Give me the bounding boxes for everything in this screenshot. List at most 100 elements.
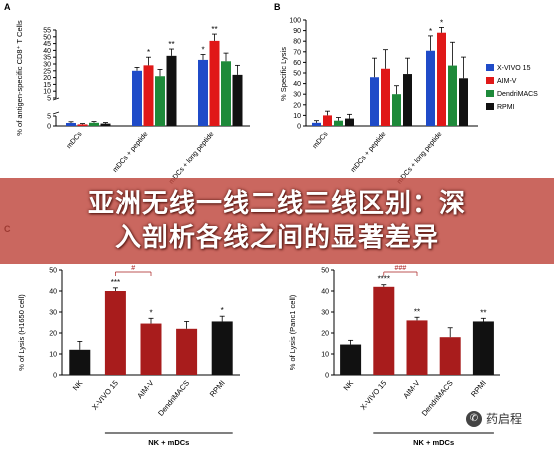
panel-b-y-tick-label: 60 [293, 60, 301, 67]
banner-line-1: 亚洲无线一线二线三线区别：深 [87, 189, 466, 219]
panel-b-bar [345, 118, 354, 126]
panel-d-bar [406, 320, 428, 375]
panel-d-x-tick-label: X-VIVO 15 [358, 379, 388, 412]
panel-b-legend-swatch [486, 64, 494, 71]
panel-b-bar [334, 120, 343, 126]
panel-a-y-label: % of antigen-specific CD8⁺ T Cells [15, 20, 24, 136]
panel-c-bracket-label: # [131, 265, 135, 272]
panel-b-y-tick-label: 80 [293, 39, 301, 46]
wechat-icon: ✆ [466, 410, 482, 427]
panel-c-y-tick-label: 0 [53, 373, 57, 380]
panel-d-bar [373, 286, 395, 375]
panel-b-bar [392, 94, 401, 126]
panel-b-legend-label: DendriMACS [497, 91, 538, 98]
panel-a-axis-break [52, 111, 60, 115]
panel-d-bar [340, 344, 362, 375]
panel-c-y-tick-label: 50 [49, 268, 57, 275]
panel-d-x-tick-label: AIM-V [401, 379, 421, 401]
panel-a-y-tick-label: 0 [47, 124, 51, 131]
panel-b-bar [448, 65, 457, 126]
panel-d-y-tick-label: 30 [321, 310, 329, 317]
panel-b-y-tick-label: 0 [297, 124, 301, 131]
panel-a-y-tick-label: 45 [43, 41, 51, 48]
panel-d-x-tick-label: RPMI [469, 379, 488, 399]
panel-b-legend-swatch [486, 103, 494, 110]
panel-letter-a: A [4, 2, 11, 12]
panel-a-y-tick-label: 15 [43, 82, 51, 89]
panel-b-significance: * [429, 27, 432, 36]
panel-b-y-tick-label: 100 [289, 18, 301, 25]
panel-a-bar [166, 55, 177, 127]
panel-c-bar [69, 349, 91, 375]
panel-c-x-tick-label: X-VIVO 15 [90, 379, 120, 412]
panel-a-y-tick-label: 25 [43, 68, 51, 75]
panel-c-y-tick-label: 40 [49, 289, 57, 296]
panel-b-bar [459, 78, 468, 126]
panel-a-bar [132, 70, 142, 126]
panel-d-y-tick-label: 40 [321, 289, 329, 296]
panel-d-group-label: NK + mDCs [413, 438, 454, 447]
panel-a-bar [77, 124, 88, 126]
panel-a-axis-break-2 [52, 97, 60, 101]
panel-c-y-tick-label: 20 [49, 331, 57, 338]
panel-a-significance: ** [211, 25, 217, 34]
panel-a-bar [221, 61, 231, 126]
panel-b-bar [403, 74, 412, 126]
panel-b-y-tick-label: 10 [293, 113, 301, 120]
panel-b-legend-swatch [486, 77, 494, 84]
panel-a-y-tick-label: 5 [47, 96, 51, 103]
panel-b-y-tick-label: 40 [293, 81, 301, 88]
panel-a-bar [66, 123, 76, 126]
panel-b-bar [370, 77, 379, 126]
panel-b-x-tick-label: mDCs [312, 130, 330, 150]
panel-letter-b: B [274, 2, 281, 12]
panel-a-bar [198, 59, 208, 126]
panel-b-bar [426, 50, 435, 126]
panel-b-y-tick-label: 20 [293, 102, 301, 109]
panel-a-y-tick-label: 40 [43, 48, 51, 55]
panel-d-bar [439, 337, 461, 375]
panel-a-x-tick-label: mDCs + peptide [112, 131, 150, 174]
panel-d-x-tick-label: NK [342, 379, 356, 393]
panel-d-y-tick-label: 20 [321, 331, 329, 338]
panel-c-significance: * [221, 306, 224, 315]
panel-d-significance: **** [378, 275, 390, 284]
panel-b-bar [323, 115, 332, 126]
panel-b-legend-swatch [486, 90, 494, 97]
panel-c-x-tick-label: RPMI [208, 379, 227, 399]
panel-b-y-label: % Specific Lysis [279, 47, 288, 101]
panel-a-bar [155, 76, 165, 126]
watermark: ✆ 药启程 [466, 410, 522, 427]
overlay-banner: 亚洲无线一线二线三线区别：深 入剖析各线之间的显著差异 [0, 178, 554, 264]
panel-c-y-tick-label: 30 [49, 310, 57, 317]
panel-a-y-tick-label: 20 [43, 75, 51, 82]
panel-a-y-tick-label: 10 [43, 89, 51, 96]
panel-c-bar [176, 328, 198, 375]
panel-d-y-tick-label: 0 [325, 373, 329, 380]
panel-a-significance: ** [168, 40, 174, 49]
panel-a-y-tick-label: 50 [43, 34, 51, 41]
panel-d-y-label: % of Lysis (Panc1 cell) [288, 294, 297, 370]
watermark-text: 药启程 [486, 412, 523, 426]
panel-c-significance: *** [111, 278, 120, 287]
panel-b-y-tick-label: 70 [293, 49, 301, 56]
panel-a-bar [209, 40, 220, 126]
panel-c-x-tick-label: NK [71, 379, 85, 393]
panel-c-group-label: NK + mDCs [148, 438, 189, 447]
panel-c-bar [211, 321, 233, 375]
panel-b-bar [381, 68, 390, 126]
panel-a-significance: * [147, 48, 150, 57]
panel-d-significance: ** [414, 307, 420, 316]
banner-line-2: 入剖析各线之间的显著差异 [114, 223, 439, 253]
panel-c-y-label: % of Lysis (H1650 cell) [17, 294, 26, 371]
panel-b-significance: * [440, 18, 443, 27]
panel-a-y-tick-label: 5 [47, 114, 51, 121]
panel-b-y-tick-label: 50 [293, 71, 301, 78]
panel-a-significance: * [201, 45, 204, 54]
panel-a-y-tick-label: 35 [43, 55, 51, 62]
panel-a-bar [89, 122, 99, 126]
panel-b-y-tick-label: 90 [293, 28, 301, 35]
panel-b-y-tick-label: 30 [293, 92, 301, 99]
panel-c-bar [140, 323, 162, 375]
